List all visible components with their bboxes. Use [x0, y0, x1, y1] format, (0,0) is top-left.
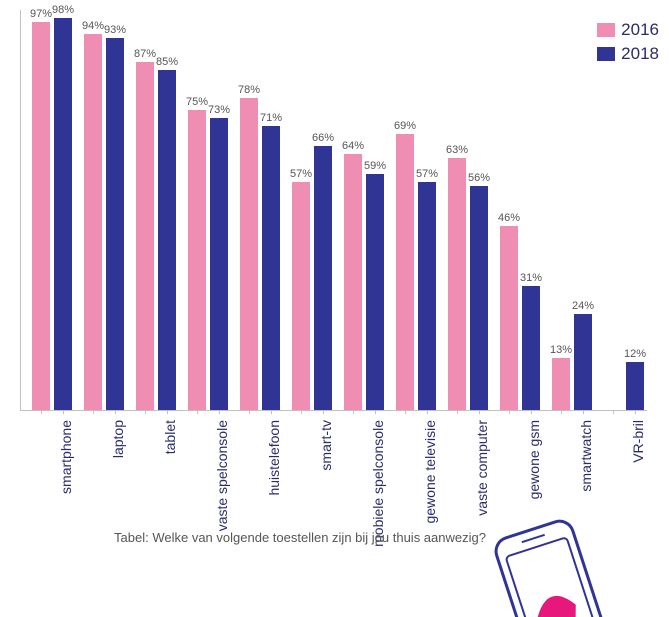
axis-tick — [353, 410, 354, 414]
category-label: tablet — [162, 386, 178, 420]
bar — [448, 158, 466, 410]
bar-value-label: 98% — [43, 4, 83, 16]
bar-value-label: 63% — [437, 144, 477, 156]
axis-tick — [249, 410, 250, 414]
bar-value-label: 69% — [385, 120, 425, 132]
bar-value-label: 59% — [355, 160, 395, 172]
bar — [552, 358, 570, 410]
bar-value-label: 46% — [489, 212, 529, 224]
bar — [84, 34, 102, 410]
bar-value-label: 31% — [511, 272, 551, 284]
category-label: smart-tv — [318, 369, 334, 420]
axis-tick — [561, 410, 562, 414]
category-label: smartwatch — [578, 348, 594, 420]
bar-value-label: 12% — [615, 348, 655, 360]
category-label: vaste computer — [474, 324, 490, 420]
bar — [240, 98, 258, 410]
category-label: mobiele spelconsole — [370, 293, 386, 420]
bar-value-label: 57% — [407, 168, 447, 180]
bar-value-label: 73% — [199, 104, 239, 116]
bar — [106, 38, 124, 410]
axis-tick — [93, 410, 94, 414]
bar — [136, 62, 154, 410]
axis-tick — [405, 410, 406, 414]
category-label: laptop — [110, 382, 126, 420]
axis-tick — [145, 410, 146, 414]
bar-value-label: 93% — [95, 24, 135, 36]
device-ownership-chart: 2016 2018 97%98%94%93%87%85%75%73%78%71%… — [0, 0, 669, 617]
bar — [292, 182, 310, 410]
category-label: smartphone — [58, 346, 74, 420]
axis-tick — [509, 410, 510, 414]
axis-tick — [301, 410, 302, 414]
axis-tick — [197, 410, 198, 414]
bar — [500, 226, 518, 410]
bar-value-label: 24% — [563, 300, 603, 312]
bar-value-label: 78% — [229, 84, 269, 96]
category-label: gewone televisie — [422, 316, 438, 420]
bar — [188, 110, 206, 410]
bar-value-label: 64% — [333, 140, 373, 152]
bar-value-label: 85% — [147, 56, 187, 68]
bar — [344, 154, 362, 410]
bar — [32, 22, 50, 410]
bar-value-label: 71% — [251, 112, 291, 124]
axis-tick — [457, 410, 458, 414]
plot-area: 97%98%94%93%87%85%75%73%78%71%57%66%64%5… — [20, 10, 647, 411]
category-label: VR-bril — [630, 377, 646, 420]
bar-value-label: 56% — [459, 172, 499, 184]
axis-tick — [613, 410, 614, 414]
category-label: gewone gsm — [526, 341, 542, 420]
phone-illustration-icon — [469, 517, 629, 617]
category-label: vaste spelconsole — [214, 309, 230, 420]
bar — [158, 70, 176, 410]
category-label: huistelefoon — [266, 344, 282, 420]
axis-tick — [41, 410, 42, 414]
bars-container: 97%98%94%93%87%85%75%73%78%71%57%66%64%5… — [21, 10, 647, 410]
